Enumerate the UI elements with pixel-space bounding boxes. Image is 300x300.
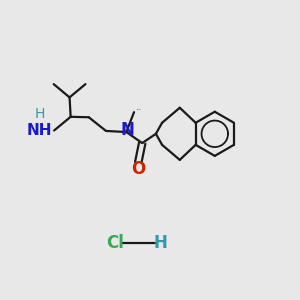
Text: O: O <box>131 160 146 178</box>
Text: N: N <box>120 121 134 139</box>
Text: Cl: Cl <box>106 234 124 252</box>
Text: H: H <box>153 234 167 252</box>
Text: H: H <box>34 107 45 121</box>
Text: methyl: methyl <box>136 109 141 110</box>
Text: NH: NH <box>26 123 52 138</box>
